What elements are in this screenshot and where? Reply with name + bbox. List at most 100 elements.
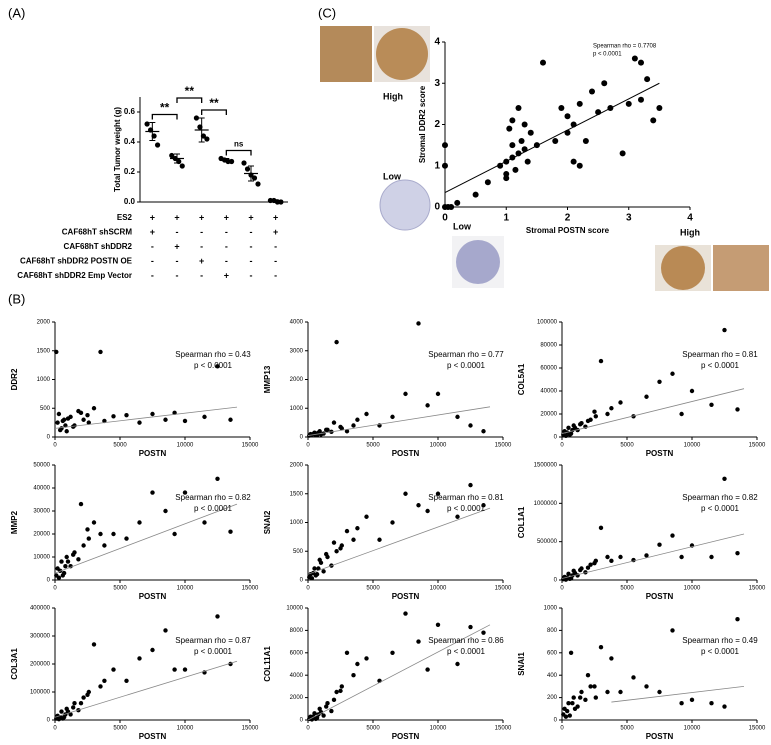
- annotation: p < 0.0001: [447, 647, 486, 656]
- data-point: [605, 689, 610, 695]
- data-point: [81, 417, 86, 422]
- data-point: [137, 520, 142, 525]
- x-tick-label: 0: [560, 726, 564, 732]
- data-point: [228, 417, 233, 422]
- data-point: [503, 175, 510, 182]
- data-point: [76, 557, 81, 562]
- data-point: [567, 713, 572, 718]
- data-point: [86, 420, 92, 425]
- data-point: [403, 611, 408, 616]
- data-point: [425, 508, 430, 514]
- y-tick-label: 1500: [37, 348, 51, 354]
- data-point: [163, 417, 168, 422]
- y-tick-label: 30000: [33, 509, 50, 515]
- significance-bracket: [225, 149, 252, 156]
- data-point: [324, 427, 329, 433]
- data-point: [331, 540, 337, 545]
- data-point: [578, 422, 583, 427]
- data-point: [124, 412, 129, 418]
- data-point: [572, 570, 578, 576]
- data-point: [331, 420, 337, 425]
- y-tick-label: 200000: [30, 662, 51, 668]
- data-point: [364, 411, 369, 417]
- data-point: [85, 527, 90, 532]
- data-point: [484, 179, 491, 186]
- data-point: [442, 162, 448, 169]
- x-tick-label: 5000: [620, 586, 634, 592]
- data-point: [59, 559, 64, 564]
- data-point: [111, 414, 116, 419]
- x-tick-label: 5000: [366, 443, 380, 449]
- data-point: [200, 133, 207, 139]
- data-point: [576, 162, 583, 169]
- data-point: [355, 661, 360, 667]
- data-point: [58, 427, 63, 433]
- x-tick-label: 10000: [684, 726, 701, 732]
- y-tick-label: 40000: [33, 486, 50, 492]
- y-tick-label: 800: [547, 628, 558, 634]
- y-tick-label: 100000: [537, 320, 558, 326]
- data-point: [722, 327, 727, 333]
- x-axis-label: POSTN: [392, 592, 420, 601]
- data-point: [679, 411, 684, 417]
- data-point: [567, 576, 572, 582]
- data-point: [71, 705, 76, 710]
- condition-sign: +: [273, 227, 278, 237]
- trend-line: [611, 686, 745, 703]
- data-point: [59, 709, 64, 714]
- condition-sign: -: [151, 256, 154, 266]
- y-tick-label: 1: [434, 160, 440, 171]
- data-point: [722, 476, 727, 481]
- data-point: [176, 158, 182, 165]
- data-point: [583, 697, 588, 703]
- data-point: [154, 142, 161, 148]
- y-tick-label: 0: [47, 718, 51, 724]
- data-point: [91, 406, 97, 411]
- condition-label: CAF68hT shDDR2 Emp Vector: [17, 271, 132, 280]
- data-point: [312, 711, 317, 716]
- x-tick-label: 10000: [177, 586, 194, 592]
- data-point: [579, 689, 584, 695]
- data-point: [111, 531, 116, 537]
- data-point: [576, 100, 583, 107]
- data-point: [78, 701, 84, 706]
- y-tick-label: 0.6: [124, 107, 136, 116]
- data-point: [364, 514, 369, 519]
- data-point: [572, 706, 578, 711]
- data-point: [309, 576, 315, 581]
- data-point: [566, 571, 571, 577]
- condition-sign: -: [176, 256, 179, 266]
- y-tick-label: 0: [554, 718, 558, 724]
- trend-line: [54, 406, 238, 429]
- data-point: [312, 566, 317, 571]
- y-tick-label: 8000: [290, 628, 304, 634]
- data-point: [625, 100, 632, 107]
- data-point: [182, 667, 188, 672]
- y-tick-label: 1000: [290, 406, 304, 412]
- annotation: p < 0.0001: [447, 504, 486, 513]
- x-tick-label: 1: [503, 213, 509, 224]
- data-point: [331, 697, 337, 703]
- data-point: [91, 520, 97, 525]
- data-point: [650, 117, 657, 124]
- x-tick-label: 15000: [749, 586, 766, 592]
- data-point: [540, 59, 546, 66]
- y-tick-label: 400000: [30, 606, 51, 612]
- significance-bracket: [176, 97, 203, 103]
- condition-sign: -: [225, 241, 228, 251]
- data-point: [481, 429, 486, 434]
- data-point: [448, 204, 455, 210]
- data-point: [435, 491, 441, 496]
- data-point: [318, 709, 324, 715]
- data-point: [644, 553, 649, 558]
- condition-sign: +: [273, 212, 278, 222]
- y-tick-label: 500: [293, 549, 304, 555]
- y-axis-label: COL3A1: [10, 648, 19, 680]
- y-axis-label: Total Tumor weight (g): [113, 107, 122, 192]
- annotation: Spearman rho = 0.82: [175, 493, 251, 502]
- data-point: [572, 425, 578, 430]
- condition-sign: +: [174, 212, 179, 222]
- x-axis-label: POSTN: [139, 449, 167, 458]
- data-point: [468, 423, 473, 428]
